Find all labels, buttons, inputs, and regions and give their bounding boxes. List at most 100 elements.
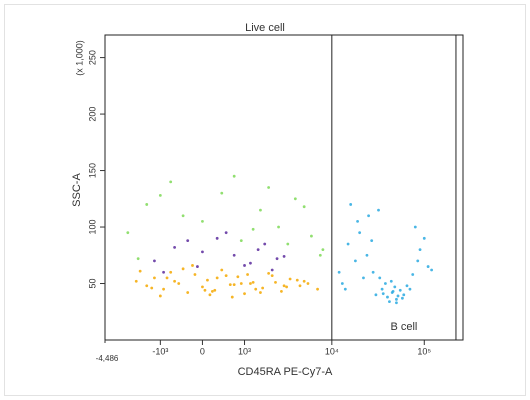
point: [220, 268, 224, 272]
point: [395, 301, 398, 305]
point: [362, 276, 365, 280]
point: [285, 285, 288, 289]
point: [243, 292, 246, 296]
point: [181, 267, 185, 271]
point: [246, 273, 249, 276]
point: [186, 239, 190, 242]
point: [405, 284, 409, 288]
point: [286, 242, 290, 246]
point: [302, 205, 306, 209]
point: [343, 287, 347, 291]
point: [378, 276, 382, 280]
point: [270, 268, 274, 272]
plot-frame: [104, 34, 464, 341]
point: [298, 284, 302, 288]
point: [138, 269, 142, 273]
point: [288, 277, 292, 281]
point: [243, 264, 246, 267]
point: [249, 261, 252, 265]
point: [220, 191, 224, 195]
point: [254, 287, 258, 291]
y-tick-label: 200: [87, 107, 97, 122]
point: [145, 203, 149, 206]
point: [158, 294, 162, 298]
point: [316, 287, 319, 291]
point: [302, 279, 306, 283]
point: [193, 273, 197, 276]
point: [145, 284, 149, 288]
point: [267, 186, 271, 189]
point: [293, 197, 297, 201]
point: [389, 279, 393, 283]
point: [370, 239, 374, 242]
point: [191, 264, 194, 267]
point: [206, 278, 209, 282]
point: [186, 291, 190, 294]
point: [263, 242, 267, 246]
x-tick-label: 10⁵: [417, 346, 431, 356]
point: [426, 265, 430, 268]
point: [358, 231, 362, 235]
point: [210, 290, 214, 293]
y-tick-label: 100: [87, 220, 97, 235]
point: [153, 259, 156, 263]
point: [388, 300, 391, 303]
y-unit-label: (x 1,000): [74, 40, 84, 76]
point: [224, 274, 228, 278]
point: [259, 291, 262, 294]
x-axis-label: CD45RA PE-Cy7-A: [238, 366, 333, 378]
x-tick-label: -10³: [152, 346, 168, 356]
point: [213, 288, 217, 292]
point: [136, 257, 140, 261]
x-tick-label: -4,486: [96, 354, 119, 363]
x-tick-label: 0: [200, 346, 205, 356]
point: [134, 279, 138, 283]
point: [393, 285, 397, 289]
point: [391, 290, 395, 293]
point: [256, 248, 260, 252]
point: [356, 219, 359, 223]
point: [346, 242, 350, 246]
point: [386, 295, 389, 299]
point: [251, 227, 255, 231]
point: [126, 231, 130, 235]
point: [267, 271, 271, 275]
point: [215, 276, 219, 280]
point: [402, 293, 406, 297]
point: [416, 259, 420, 263]
gate-label: B cell: [390, 321, 417, 333]
point: [230, 295, 234, 299]
point: [374, 293, 378, 297]
y-tick-label: 250: [87, 50, 97, 65]
point: [365, 253, 369, 257]
point: [150, 286, 154, 290]
point: [340, 282, 344, 285]
point: [396, 294, 400, 298]
point: [398, 288, 402, 292]
point: [251, 280, 255, 284]
point: [310, 234, 313, 238]
point: [153, 276, 156, 280]
point: [173, 279, 176, 283]
point: [232, 283, 236, 287]
x-tick-label: 10⁴: [325, 346, 339, 356]
point: [306, 282, 310, 285]
y-tick-label: 150: [87, 163, 97, 178]
point: [418, 248, 422, 252]
point: [282, 284, 286, 288]
chart-title: Live cell: [245, 22, 285, 34]
point: [380, 287, 384, 291]
point: [280, 290, 283, 293]
point: [173, 245, 176, 249]
point: [232, 174, 236, 178]
point: [381, 292, 385, 296]
y-tick-label: 50: [87, 279, 97, 289]
point: [282, 255, 286, 258]
point: [367, 214, 370, 218]
point: [196, 265, 199, 268]
point: [413, 225, 417, 229]
point: [177, 282, 181, 285]
point: [349, 203, 353, 206]
point: [162, 270, 165, 274]
point: [249, 282, 252, 285]
